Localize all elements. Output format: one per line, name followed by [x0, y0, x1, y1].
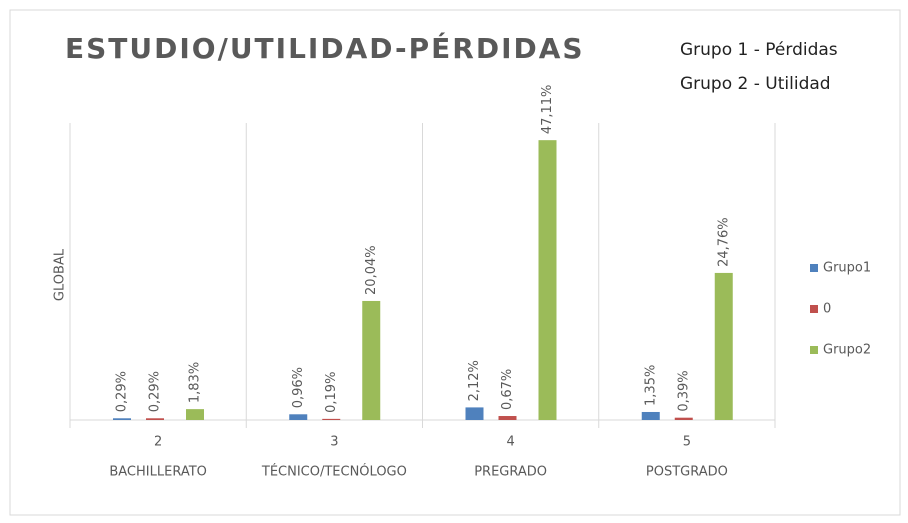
x-group-label: PREGRADO [474, 465, 547, 480]
value-label: 0,39% [676, 370, 691, 411]
legend-label: Grupo2 [823, 343, 871, 358]
bar [146, 418, 164, 420]
x-group-label: TÉCNICO/TECNÓLOGO [261, 464, 407, 480]
value-label: 1,83% [188, 362, 203, 403]
legend-label: 0 [823, 302, 831, 317]
legend-swatch [810, 346, 818, 354]
x-tick-label: 2 [154, 435, 162, 450]
legend-swatch [810, 264, 818, 272]
value-label: 0,29% [115, 371, 130, 412]
value-label: 0,96% [291, 367, 306, 408]
bar [113, 418, 131, 420]
x-tick-label: 4 [506, 435, 514, 450]
value-label: 0,29% [148, 371, 163, 412]
bar [362, 300, 381, 420]
bar [641, 411, 660, 420]
bar [498, 416, 517, 420]
bar [465, 407, 484, 420]
chart-title: ESTUDIO/UTILIDAD-PÉRDIDAS [65, 31, 585, 65]
legend-label: Grupo1 [823, 261, 871, 276]
value-label: 47,11% [540, 85, 555, 135]
value-label: 24,76% [716, 217, 731, 267]
chart-frame [9, 9, 901, 516]
bar [186, 409, 204, 420]
legend-swatch [810, 305, 818, 313]
value-label: 0,19% [324, 372, 339, 413]
y-axis-label: GLOBAL [53, 248, 68, 301]
bar [674, 417, 693, 420]
bar [538, 140, 557, 420]
bar [322, 418, 341, 420]
value-label: 0,67% [500, 369, 515, 410]
value-label: 1,35% [643, 365, 658, 406]
value-label: 20,04% [364, 245, 379, 295]
x-tick-label: 3 [330, 435, 338, 450]
bar [289, 414, 308, 420]
bar [714, 272, 733, 420]
x-tick-label: 5 [683, 435, 691, 450]
x-group-label: POSTGRADO [646, 465, 728, 480]
value-label: 2,12% [467, 360, 482, 401]
annotation: Grupo 2 - Utilidad [680, 74, 831, 94]
annotation: Grupo 1 - Pérdidas [680, 40, 838, 60]
x-group-label: BACHILLERATO [109, 465, 207, 480]
